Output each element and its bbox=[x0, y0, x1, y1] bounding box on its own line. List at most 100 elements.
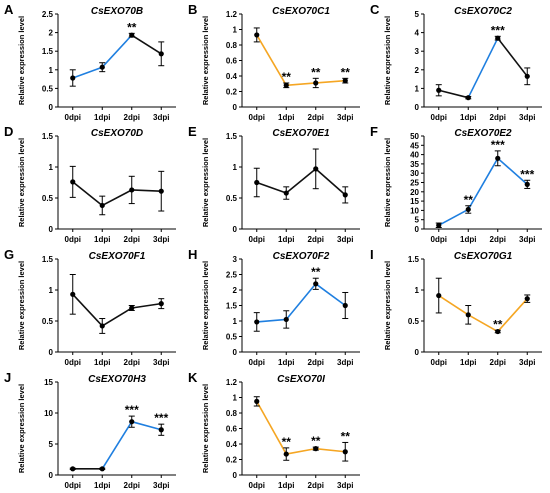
y-tick-label: 0 bbox=[49, 103, 54, 112]
x-tick-label: 1dpi bbox=[460, 113, 476, 122]
x-tick-label: 2dpi bbox=[490, 358, 506, 367]
series-line-segment bbox=[497, 157, 528, 185]
y-tick-label: 20 bbox=[410, 188, 419, 197]
series-line-segment bbox=[315, 79, 346, 84]
x-tick-label: 0dpi bbox=[431, 113, 447, 122]
series-line-segment bbox=[438, 208, 469, 226]
series-line-segment bbox=[131, 189, 162, 192]
significance-label: ** bbox=[493, 317, 503, 331]
x-tick-label: 0dpi bbox=[249, 481, 265, 490]
x-tick-label: 2dpi bbox=[124, 358, 140, 367]
series-line-segment bbox=[315, 447, 346, 453]
y-tick-label: 0.6 bbox=[226, 57, 238, 66]
x-tick-label: 1dpi bbox=[460, 235, 476, 244]
significance-label: ** bbox=[282, 70, 292, 84]
panel-title: CsEXO70G1 bbox=[454, 251, 513, 262]
y-tick-label: 0.4 bbox=[226, 72, 238, 81]
panel-letter: F bbox=[370, 124, 378, 139]
y-tick-label: 35 bbox=[410, 160, 419, 169]
x-tick-label: 3dpi bbox=[153, 113, 169, 122]
chart-panel-h: H CsEXO70F2 Relative expression level 0 0.5 1… bbox=[188, 247, 360, 367]
x-tick-label: 3dpi bbox=[153, 358, 169, 367]
data-point bbox=[129, 305, 135, 311]
data-point bbox=[342, 302, 348, 309]
x-tick-label: 0dpi bbox=[249, 235, 265, 244]
significance-label: ** bbox=[341, 65, 351, 79]
panel-title: CsEXO70E2 bbox=[454, 128, 512, 139]
x-tick-label: 1dpi bbox=[278, 113, 294, 122]
panel-letter: C bbox=[370, 2, 380, 17]
data-point bbox=[313, 446, 319, 452]
y-tick-label: 1 bbox=[49, 66, 54, 75]
series-line-segment bbox=[101, 421, 133, 470]
data-point bbox=[342, 449, 348, 455]
significance-label: *** bbox=[491, 138, 505, 152]
data-point bbox=[313, 281, 319, 287]
panel-title: CsEXO70E1 bbox=[272, 128, 330, 139]
y-tick-label: 40 bbox=[410, 151, 419, 160]
series-line-segment bbox=[286, 82, 316, 87]
y-tick-label: 3 bbox=[415, 47, 420, 56]
panel-title: CsEXO70C2 bbox=[454, 6, 512, 17]
significance-label: *** bbox=[491, 23, 505, 37]
panel-letter: J bbox=[4, 370, 11, 385]
panel-title: CsEXO70C1 bbox=[272, 6, 330, 17]
data-point bbox=[465, 312, 471, 318]
panel-letter: G bbox=[4, 247, 14, 262]
y-tick-label: 25 bbox=[410, 179, 419, 188]
y-axis-label: Relative expression level bbox=[201, 261, 210, 350]
y-axis-label: Relative expression level bbox=[383, 138, 392, 227]
series-line-segment bbox=[286, 447, 316, 455]
significance-label: *** bbox=[154, 411, 168, 425]
y-tick-label: 2.5 bbox=[42, 10, 54, 19]
y-tick-label: 5 bbox=[49, 440, 54, 449]
x-tick-label: 0dpi bbox=[249, 358, 265, 367]
y-tick-label: 1 bbox=[233, 394, 238, 403]
data-point bbox=[99, 64, 105, 70]
x-tick-label: 0dpi bbox=[65, 358, 81, 367]
y-tick-label: 1 bbox=[415, 84, 420, 93]
y-tick-label: 0.5 bbox=[42, 194, 54, 203]
series-line-segment bbox=[72, 293, 103, 327]
series-line-segment bbox=[256, 400, 287, 455]
y-tick-label: 1 bbox=[233, 163, 238, 172]
y-tick-label: 5 bbox=[415, 10, 420, 19]
y-tick-label: 0.8 bbox=[226, 41, 238, 50]
data-point bbox=[254, 32, 260, 38]
data-point bbox=[283, 82, 289, 88]
y-axis-label: Relative expression level bbox=[383, 261, 392, 350]
y-tick-label: 30 bbox=[410, 169, 419, 178]
series-line-segment bbox=[101, 189, 133, 207]
y-tick-label: 1.2 bbox=[226, 378, 238, 387]
series-line-segment bbox=[467, 314, 499, 333]
chart-panel-e: E CsEXO70E1 Relative expression level 0 0.5 1… bbox=[188, 124, 360, 244]
data-point bbox=[342, 192, 348, 198]
data-point bbox=[70, 75, 76, 81]
panel-title: CsEXO70D bbox=[91, 128, 143, 139]
x-tick-label: 0dpi bbox=[65, 235, 81, 244]
y-tick-label: 0.5 bbox=[226, 194, 238, 203]
y-tick-label: 0.8 bbox=[226, 409, 238, 418]
y-tick-label: 1.5 bbox=[408, 255, 420, 264]
data-point bbox=[99, 466, 105, 472]
x-tick-label: 2dpi bbox=[124, 481, 140, 490]
chart-panel-c: C CsEXO70C2 Relative expression level 0 1 2 3 4… bbox=[370, 2, 542, 122]
panel-title: CsEXO70F1 bbox=[89, 251, 146, 262]
x-tick-label: 2dpi bbox=[124, 235, 140, 244]
y-tick-label: 2.5 bbox=[226, 271, 238, 280]
x-tick-label: 3dpi bbox=[337, 113, 353, 122]
x-tick-label: 2dpi bbox=[490, 113, 506, 122]
data-point bbox=[129, 187, 135, 193]
x-tick-label: 1dpi bbox=[278, 235, 294, 244]
series-line-segment bbox=[497, 37, 528, 77]
y-axis-label: Relative expression level bbox=[17, 138, 26, 227]
y-tick-label: 15 bbox=[410, 197, 419, 206]
y-tick-label: 1.5 bbox=[42, 132, 54, 141]
chart-panel-g: G CsEXO70F1 Relative expression level 0 0.5 1… bbox=[4, 247, 176, 367]
series-line-segment bbox=[438, 294, 469, 316]
y-tick-label: 50 bbox=[410, 132, 419, 141]
series-line-segment bbox=[256, 181, 287, 194]
x-tick-label: 1dpi bbox=[94, 235, 110, 244]
chart-panel-b: B CsEXO70C1 Relative expression level 0 0.2 0… bbox=[188, 2, 360, 122]
y-tick-label: 10 bbox=[410, 206, 419, 215]
